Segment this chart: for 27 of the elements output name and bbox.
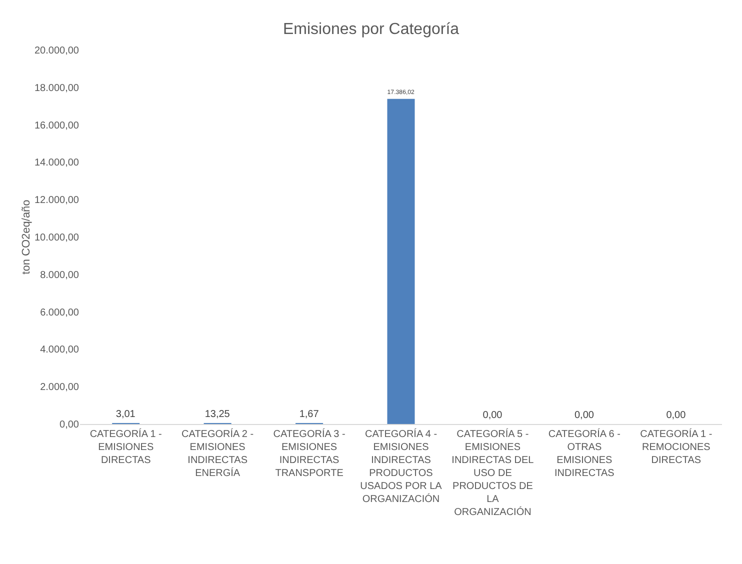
y-tick-label: 8.000,00	[40, 270, 80, 281]
y-tick-label: 2.000,00	[40, 382, 80, 394]
x-tick-label: CATEGORÍA 5 - EMISIONES INDIRECTAS DEL USO DE PRODUCTOS DE LA ORGANIZACIÓN	[452, 428, 534, 518]
chart-title: Emisiones por Categoría	[282, 20, 460, 38]
x-tick-label: CATEGORÍA 1 - REMOCIONES DIRECTAS	[640, 428, 712, 466]
x-tick-label: CATEGORÍA 2 - EMISIONES INDIRECTAS ENERGÍA	[182, 428, 254, 479]
y-tick-label: 10.000,00	[34, 232, 80, 244]
data-label: 0,00	[482, 410, 503, 421]
data-label: 1,67	[299, 409, 320, 420]
y-tick-label: 0,00	[60, 420, 80, 430]
y-tick-label: 14.000,00	[34, 158, 80, 169]
x-tick-label: CATEGORÍA 4 - EMISIONES INDIRECTAS PRODUCTOS USADOS POR LA ORGANIZACIÓN	[360, 428, 442, 505]
x-tick-label: CATEGORÍA 3 - EMISIONES INDIRECTAS TRANSPORTE	[273, 428, 346, 479]
y-tick-label: 18.000,00	[34, 82, 80, 94]
y-tick-label: 20.000,00	[34, 46, 80, 56]
bar	[387, 98, 415, 424]
y-tick-label: 16.000,00	[34, 120, 80, 132]
y-tick-label: 6.000,00	[40, 307, 80, 318]
x-tick-label: CATEGORÍA 6 - OTRAS EMISIONES INDIRECTAS	[548, 428, 620, 479]
y-axis-title: ton CO2eq/año	[20, 200, 32, 274]
y-tick-label: 4.000,00	[40, 344, 80, 356]
data-label: 13,25	[204, 409, 230, 420]
x-tick-label: CATEGORÍA 1 - EMISIONES DIRECTAS	[90, 428, 162, 466]
data-label: 3,01	[116, 409, 136, 420]
y-tick-label: 12.000,00	[34, 195, 80, 206]
data-label: 0,00	[666, 410, 686, 421]
data-label: 0,00	[574, 410, 594, 421]
